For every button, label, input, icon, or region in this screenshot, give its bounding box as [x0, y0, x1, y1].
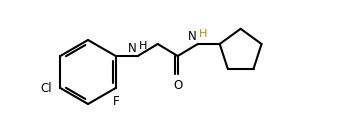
Text: N: N — [128, 42, 137, 55]
Text: N: N — [188, 30, 197, 43]
Text: H: H — [199, 29, 207, 39]
Text: O: O — [173, 79, 182, 92]
Text: F: F — [112, 95, 119, 108]
Text: H: H — [139, 41, 147, 51]
Text: Cl: Cl — [41, 82, 52, 94]
